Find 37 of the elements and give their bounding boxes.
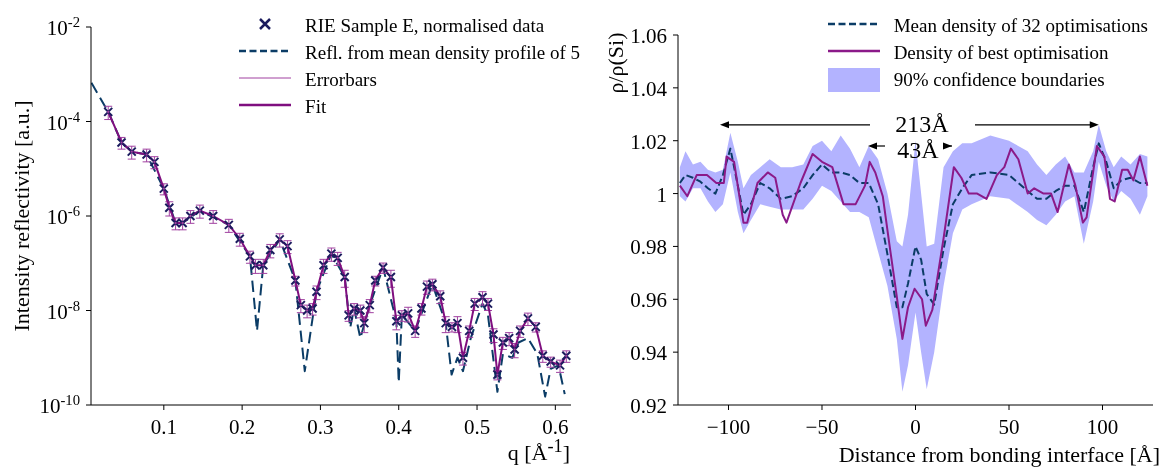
- x-tick-label: 0: [910, 415, 921, 439]
- legend-label: Errorbars: [305, 68, 377, 92]
- x-tick-label: 0.3: [307, 415, 334, 439]
- y-tick-label: 10$^{-2}$: [46, 14, 80, 40]
- legend-label: Density of best optimisation: [893, 41, 1109, 65]
- annotation: 43Å: [897, 137, 940, 163]
- y-tick-label: 1: [656, 182, 667, 207]
- x-tick-label: 0.1: [150, 415, 177, 439]
- y-tick-label: 10$^{-10}$: [39, 392, 80, 418]
- x-axis-title: Distance from bonding interface [Å]: [838, 442, 1160, 468]
- y-tick-label: 0.94: [630, 341, 668, 366]
- annotation: 90% confidence boundaries: [893, 68, 1105, 92]
- y-tick-label: 10$^{-8}$: [46, 297, 80, 324]
- y-axis-title: Intensity reflectivity [a.u.]: [9, 100, 35, 332]
- x-tick-label: −100: [706, 415, 751, 439]
- legend-label: RIE Sample E, normalised data: [305, 14, 545, 38]
- y-tick-label: 1.02: [630, 129, 667, 154]
- legend-label: Fit: [305, 95, 327, 119]
- y-axis-title: ρ/ρ(Si): [603, 32, 629, 94]
- x-tick-label: 100: [1086, 415, 1119, 439]
- x-tick-label: 0.4: [385, 415, 413, 439]
- x-tick-label: 0.6: [542, 415, 569, 439]
- annotation: 213Å: [895, 111, 950, 137]
- x-tick-label: 0.5: [463, 415, 491, 439]
- y-tick-label: 10$^{-6}$: [46, 203, 80, 229]
- x-tick-label: −50: [805, 415, 839, 439]
- y-tick-label: 1.06: [630, 24, 667, 48]
- y-tick-label: 0.96: [630, 288, 667, 313]
- legend-label: Mean density of 32 optimisations: [893, 14, 1148, 38]
- y-tick-label: 0.92: [630, 394, 667, 418]
- x-tick-label: 50: [998, 415, 1020, 439]
- y-tick-label: 0.98: [630, 235, 667, 260]
- y-tick-label: 10$^{-4}$: [46, 108, 81, 135]
- x-axis-title: q [Å$^{-1}$]: [507, 436, 570, 466]
- x-tick-label: 0.2: [229, 415, 256, 439]
- y-tick-label: 1.04: [630, 76, 668, 101]
- legend-label: Refl. from mean density profile of 5: [305, 41, 580, 65]
